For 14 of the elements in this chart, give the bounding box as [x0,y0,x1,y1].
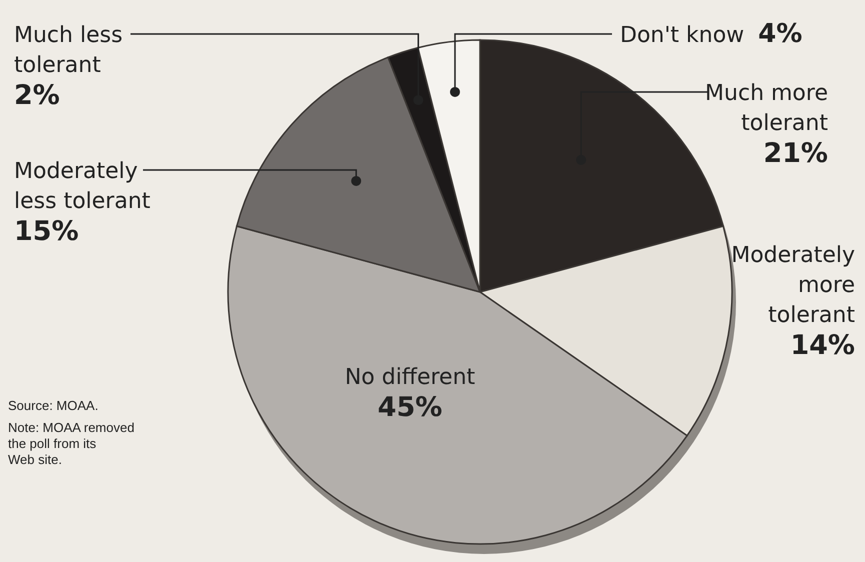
slice-label: No different [344,365,476,390]
slice-label: Don't know [620,23,744,48]
slice-label: Much less tolerant [14,23,123,78]
data-label: 4% [758,19,802,49]
data-label: 21% [763,138,828,169]
slice-label: Moderately more tolerant [731,243,856,328]
slice-label: Moderately less tolerant [14,159,151,214]
slice-label: Much more tolerant [705,81,828,136]
data-label: 45% [378,392,442,423]
data-label: 2% [14,80,60,111]
data-label: 14% [790,330,855,361]
source-note: Source: MOAA. [8,398,98,413]
data-label: 15% [14,216,79,247]
text: Note: MOAA removed the poll from its Web site. [8,420,134,467]
